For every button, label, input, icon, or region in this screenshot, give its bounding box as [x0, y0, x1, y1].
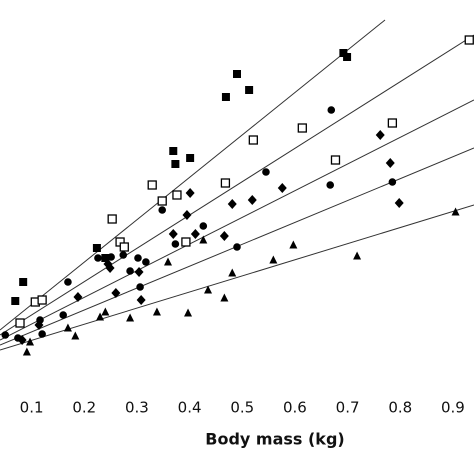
x-tick-label: 0.3 [125, 399, 149, 417]
point [228, 268, 237, 277]
point [330, 155, 341, 165]
point [1, 331, 10, 339]
point [387, 118, 398, 128]
point [37, 295, 47, 305]
point [119, 251, 128, 259]
point [227, 199, 237, 209]
point [101, 307, 110, 316]
point [219, 231, 229, 241]
point [464, 35, 474, 45]
point [15, 318, 25, 328]
x-tick-label: 0.7 [336, 399, 360, 417]
point [22, 347, 31, 356]
point [26, 337, 35, 346]
x-tick-label: 0.1 [20, 399, 44, 417]
point [34, 320, 44, 330]
point [134, 254, 142, 262]
point [134, 267, 144, 277]
point [59, 311, 67, 319]
point [136, 295, 146, 305]
point [326, 181, 335, 189]
point [119, 242, 129, 252]
point [147, 180, 157, 190]
x-tick-label: 0.5 [230, 399, 254, 417]
point [171, 240, 180, 248]
x-tick-label: 0.8 [388, 399, 412, 417]
x-tick-label: 0.2 [72, 399, 96, 417]
point [394, 198, 404, 208]
x-tick-label: 0.6 [283, 399, 307, 417]
point [17, 335, 27, 345]
point [107, 214, 117, 224]
point [157, 196, 167, 206]
point [375, 130, 385, 140]
point [73, 292, 83, 302]
point [353, 251, 362, 260]
fit-line [0, 99, 474, 341]
point [220, 293, 229, 302]
point [190, 229, 200, 239]
point [220, 178, 231, 188]
point [107, 253, 115, 261]
point [164, 257, 173, 266]
point [199, 235, 208, 244]
point [182, 210, 192, 220]
point [199, 222, 208, 230]
point [277, 183, 287, 193]
point [343, 53, 352, 61]
point [19, 278, 28, 286]
fit-line [0, 34, 474, 336]
point [245, 86, 254, 94]
point [142, 258, 150, 266]
fit-line [0, 204, 474, 351]
point [247, 195, 257, 205]
point [152, 307, 161, 316]
point [11, 297, 20, 305]
point [262, 168, 270, 176]
point [327, 106, 336, 114]
point [388, 178, 397, 186]
point [126, 267, 134, 275]
point [64, 278, 72, 286]
point [181, 237, 191, 247]
point [169, 147, 178, 155]
point [289, 240, 298, 249]
point [172, 190, 182, 200]
point [297, 123, 307, 133]
point [171, 160, 180, 168]
point [233, 70, 241, 78]
point [186, 154, 195, 162]
point [184, 308, 193, 317]
fit-line [0, 19, 386, 331]
point [92, 244, 101, 252]
point [204, 285, 213, 294]
point [111, 288, 121, 298]
point [126, 313, 135, 322]
point [94, 254, 102, 262]
point [185, 188, 195, 198]
point [71, 331, 80, 340]
x-tick-label: 0.9 [441, 399, 465, 417]
x-axis-label: Body mass (kg) [205, 430, 344, 449]
point [269, 255, 278, 264]
point [136, 283, 144, 291]
point [38, 330, 46, 338]
point [248, 135, 258, 145]
point [63, 323, 72, 332]
point [233, 243, 241, 251]
point [96, 312, 105, 321]
point [105, 263, 115, 273]
x-tick-label: 0.4 [178, 399, 202, 417]
point [221, 93, 230, 101]
point [451, 207, 460, 216]
point [158, 206, 167, 214]
point [385, 158, 395, 168]
point [168, 229, 178, 239]
point [101, 254, 110, 262]
